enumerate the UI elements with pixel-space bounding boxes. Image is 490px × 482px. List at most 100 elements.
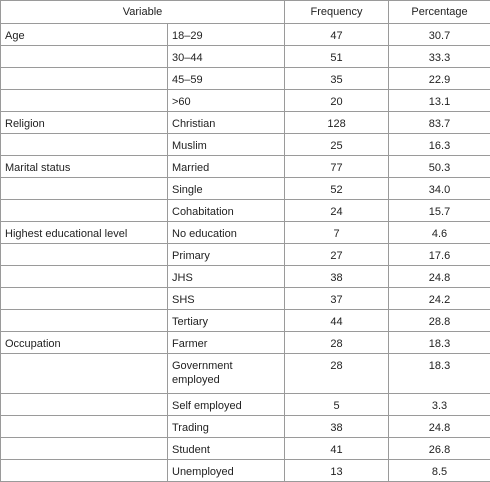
- row-group-cell: [1, 394, 168, 416]
- row-group-cell: [1, 90, 168, 112]
- row-percentage-cell: 24.8: [389, 416, 490, 438]
- row-frequency-cell: 52: [285, 178, 389, 200]
- row-category-cell: Single: [168, 178, 285, 200]
- row-percentage-cell: 8.5: [389, 460, 490, 482]
- row-group-cell: [1, 438, 168, 460]
- row-frequency-cell: 7: [285, 222, 389, 244]
- row-category-cell: 18–29: [168, 24, 285, 46]
- row-group-cell: Religion: [1, 112, 168, 134]
- row-category-cell: 30–44: [168, 46, 285, 68]
- row-percentage-cell: 22.9: [389, 68, 490, 90]
- row-frequency-cell: 28: [285, 354, 389, 394]
- row-percentage-cell: 34.0: [389, 178, 490, 200]
- row-group-cell: [1, 244, 168, 266]
- row-category-cell: Government employed: [168, 354, 285, 394]
- row-category-cell: Unemployed: [168, 460, 285, 482]
- row-category-cell: Muslim: [168, 134, 285, 156]
- row-percentage-cell: 15.7: [389, 200, 490, 222]
- row-category-cell: >60: [168, 90, 285, 112]
- row-percentage-cell: 16.3: [389, 134, 490, 156]
- header-percentage: Percentage: [389, 1, 490, 24]
- row-frequency-cell: 25: [285, 134, 389, 156]
- row-frequency-cell: 5: [285, 394, 389, 416]
- row-category-cell: 45–59: [168, 68, 285, 90]
- row-frequency-cell: 35: [285, 68, 389, 90]
- row-category-cell: Trading: [168, 416, 285, 438]
- row-frequency-cell: 38: [285, 266, 389, 288]
- row-group-cell: [1, 134, 168, 156]
- row-percentage-cell: 28.8: [389, 310, 490, 332]
- row-percentage-cell: 4.6: [389, 222, 490, 244]
- row-frequency-cell: 37: [285, 288, 389, 310]
- row-frequency-cell: 13: [285, 460, 389, 482]
- row-percentage-cell: 17.6: [389, 244, 490, 266]
- header-row: Variable Frequency Percentage: [1, 1, 490, 24]
- row-group-cell: [1, 354, 168, 394]
- row-category-cell: Primary: [168, 244, 285, 266]
- row-percentage-cell: 18.3: [389, 354, 490, 394]
- row-frequency-cell: 47: [285, 24, 389, 46]
- row-group-cell: Highest educational level: [1, 222, 168, 244]
- row-percentage-cell: 50.3: [389, 156, 490, 178]
- row-group-cell: [1, 266, 168, 288]
- row-frequency-cell: 20: [285, 90, 389, 112]
- row-category-cell: JHS: [168, 266, 285, 288]
- header-variable: Variable: [1, 1, 285, 24]
- row-category-cell: SHS: [168, 288, 285, 310]
- row-group-cell: [1, 460, 168, 482]
- row-frequency-cell: 77: [285, 156, 389, 178]
- row-category-cell: Student: [168, 438, 285, 460]
- row-frequency-cell: 44: [285, 310, 389, 332]
- row-percentage-cell: 24.8: [389, 266, 490, 288]
- row-frequency-cell: 27: [285, 244, 389, 266]
- row-percentage-cell: 30.7: [389, 24, 490, 46]
- row-group-cell: [1, 46, 168, 68]
- row-percentage-cell: 83.7: [389, 112, 490, 134]
- row-group-cell: Marital status: [1, 156, 168, 178]
- header-frequency: Frequency: [285, 1, 389, 24]
- row-category-cell: Christian: [168, 112, 285, 134]
- row-category-cell: No education: [168, 222, 285, 244]
- row-percentage-cell: 18.3: [389, 332, 490, 354]
- row-percentage-cell: 24.2: [389, 288, 490, 310]
- row-group-cell: [1, 288, 168, 310]
- row-group-cell: [1, 310, 168, 332]
- row-category-cell: Self employed: [168, 394, 285, 416]
- row-group-cell: Age: [1, 24, 168, 46]
- row-frequency-cell: 24: [285, 200, 389, 222]
- row-category-cell: Cohabitation: [168, 200, 285, 222]
- row-group-cell: [1, 68, 168, 90]
- row-frequency-cell: 28: [285, 332, 389, 354]
- row-frequency-cell: 38: [285, 416, 389, 438]
- row-percentage-cell: 13.1: [389, 90, 490, 112]
- row-percentage-cell: 26.8: [389, 438, 490, 460]
- row-group-cell: [1, 178, 168, 200]
- row-frequency-cell: 41: [285, 438, 389, 460]
- row-percentage-cell: 3.3: [389, 394, 490, 416]
- row-group-cell: Occupation: [1, 332, 168, 354]
- row-frequency-cell: 51: [285, 46, 389, 68]
- row-category-cell: Married: [168, 156, 285, 178]
- row-group-cell: [1, 200, 168, 222]
- row-percentage-cell: 33.3: [389, 46, 490, 68]
